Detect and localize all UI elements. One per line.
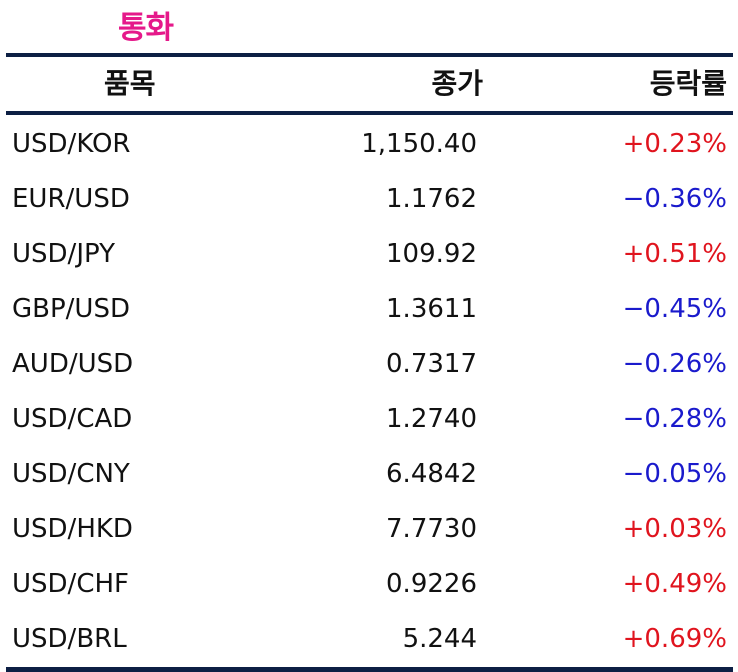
table-row: USD/CAD 1.2740 −0.28%: [6, 392, 733, 447]
row-change: −0.45%: [622, 294, 727, 324]
row-item: GBP/USD: [12, 294, 130, 324]
table-header: 품목 종가 등락률: [6, 57, 733, 111]
table-row: GBP/USD 1.3611 −0.45%: [6, 282, 733, 337]
header-change: 등락률: [649, 67, 727, 100]
table-row: USD/KOR 1,150.40 +0.23%: [6, 117, 733, 172]
row-item: USD/BRL: [12, 624, 127, 654]
header-close: 종가: [431, 67, 483, 100]
row-close: 1.3611: [386, 294, 477, 324]
row-close: 5.244: [402, 624, 477, 654]
table-row: USD/HKD 7.7730 +0.03%: [6, 502, 733, 557]
table-row: USD/CHF 0.9226 +0.49%: [6, 557, 733, 612]
row-close: 109.92: [386, 239, 477, 269]
currency-table: 품목 종가 등락률 USD/KOR 1,150.40 +0.23% EUR/US…: [6, 53, 733, 672]
row-change: +0.03%: [622, 514, 727, 544]
row-change: −0.36%: [622, 184, 727, 214]
table-header-rule: [6, 111, 733, 115]
row-close: 1,150.40: [361, 129, 477, 159]
row-item: USD/KOR: [12, 129, 131, 159]
table-row: AUD/USD 0.7317 −0.26%: [6, 337, 733, 392]
table-row: USD/JPY 109.92 +0.51%: [6, 227, 733, 282]
row-close: 6.4842: [386, 459, 477, 489]
row-item: USD/CAD: [12, 404, 133, 434]
row-change: +0.23%: [622, 129, 727, 159]
table-top-rule: [6, 53, 733, 57]
table-row: USD/BRL 5.244 +0.69%: [6, 612, 733, 667]
row-item: USD/CNY: [12, 459, 130, 489]
row-change: +0.51%: [622, 239, 727, 269]
row-close: 0.9226: [386, 569, 477, 599]
row-item: USD/HKD: [12, 514, 133, 544]
row-change: +0.49%: [622, 569, 727, 599]
table-body: USD/KOR 1,150.40 +0.23% EUR/USD 1.1762 −…: [6, 115, 733, 667]
row-change: −0.26%: [622, 349, 727, 379]
row-close: 7.7730: [386, 514, 477, 544]
row-change: −0.28%: [622, 404, 727, 434]
header-item: 품목: [104, 67, 156, 100]
row-close: 0.7317: [386, 349, 477, 379]
row-item: USD/CHF: [12, 569, 129, 599]
row-change: −0.05%: [622, 459, 727, 489]
row-item: AUD/USD: [12, 349, 134, 379]
row-close: 1.2740: [386, 404, 477, 434]
row-item: EUR/USD: [12, 184, 130, 214]
table-row: USD/CNY 6.4842 −0.05%: [6, 447, 733, 502]
section-title: 통화: [118, 10, 174, 46]
table-row: EUR/USD 1.1762 −0.36%: [6, 172, 733, 227]
row-change: +0.69%: [622, 624, 727, 654]
row-item: USD/JPY: [12, 239, 115, 269]
row-close: 1.1762: [386, 184, 477, 214]
